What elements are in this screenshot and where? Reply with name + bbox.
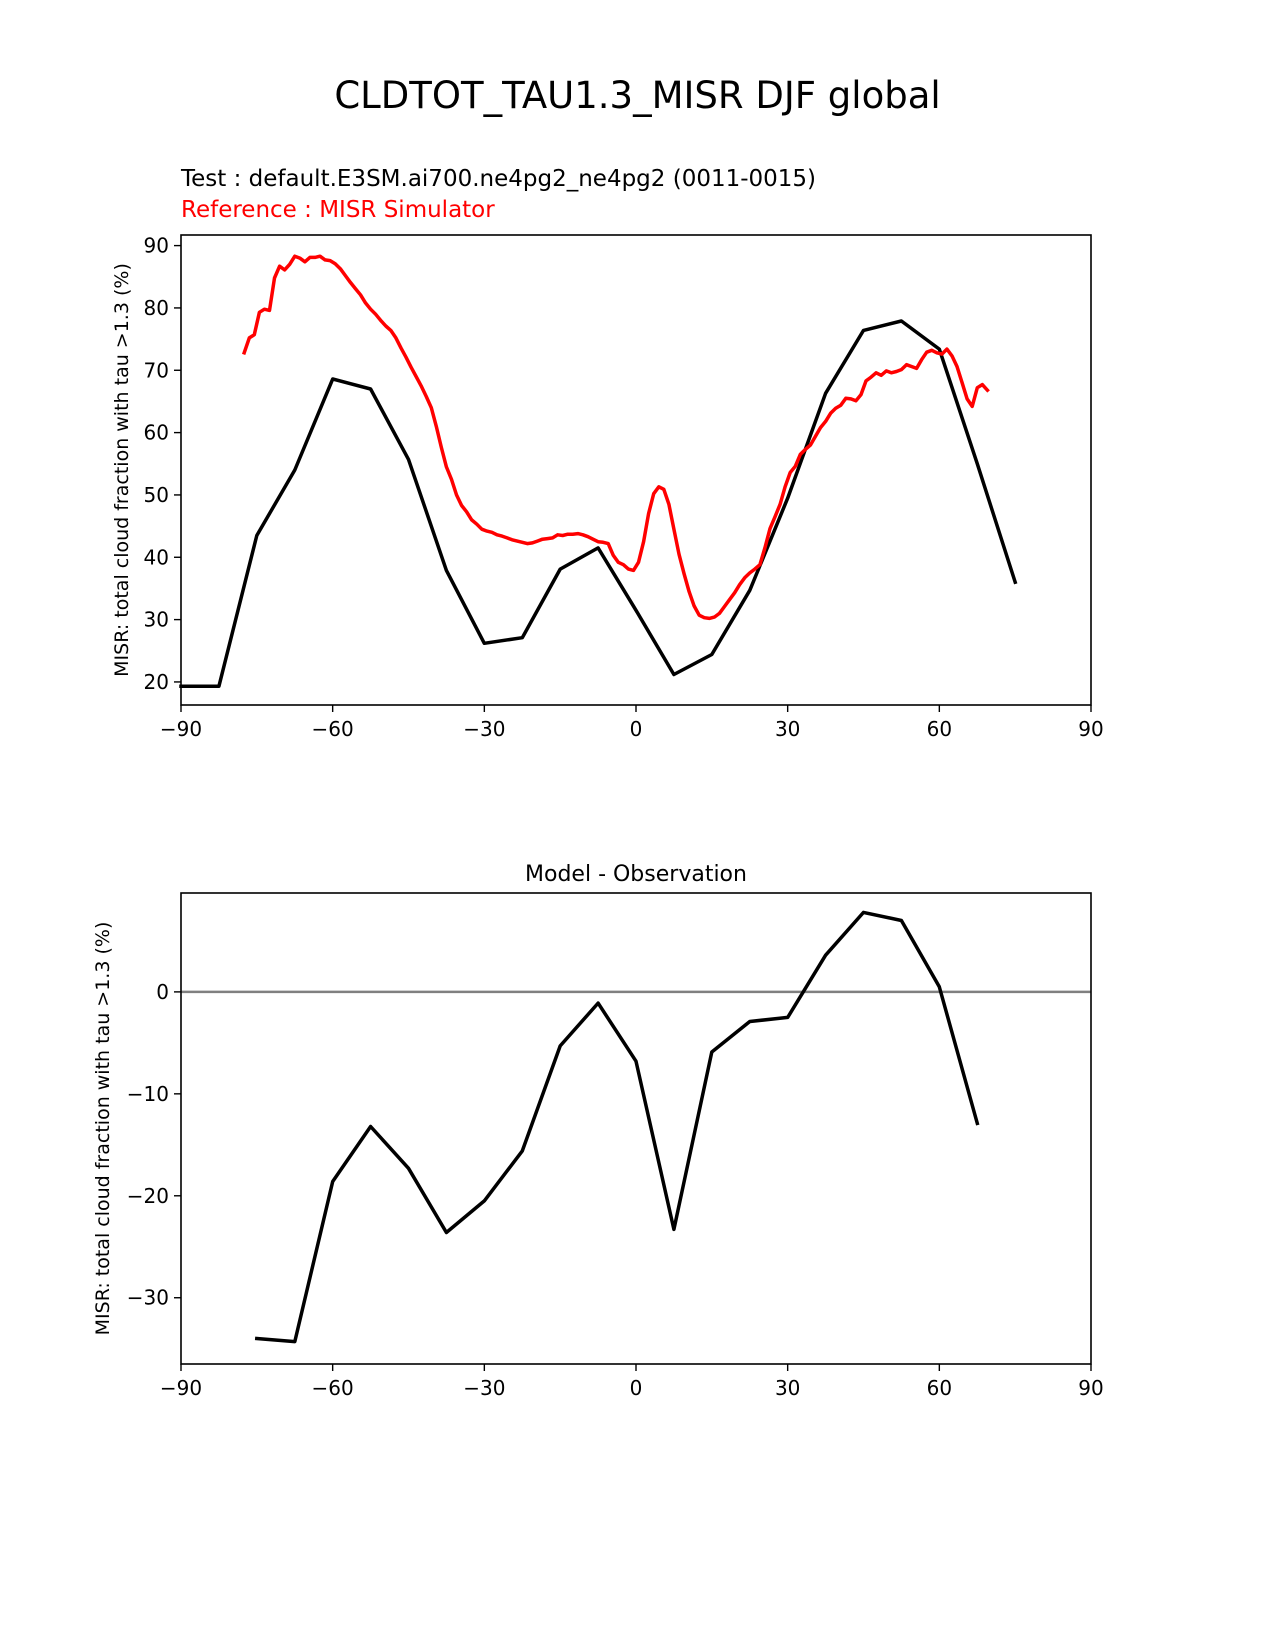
x-tick-label: −60 xyxy=(312,717,354,741)
y-tick-label: 30 xyxy=(144,608,169,632)
y-axis-label: MISR: total cloud fraction with tau >1.3… xyxy=(92,922,114,1336)
y-tick-label: 70 xyxy=(144,358,169,382)
y-tick-label: 20 xyxy=(144,670,169,694)
x-tick-label: −30 xyxy=(463,1376,505,1400)
panel-title: Model - Observation xyxy=(525,862,747,887)
x-tick-label: 30 xyxy=(775,717,800,741)
x-tick-label: 0 xyxy=(630,1376,643,1400)
y-tick-label: 40 xyxy=(144,545,169,569)
x-tick-label: 0 xyxy=(630,717,643,741)
reference-title: Reference : MISR Simulator xyxy=(181,197,495,223)
plot-frame xyxy=(180,234,1092,706)
y-tick-label: 50 xyxy=(144,483,169,507)
x-tick-label: −90 xyxy=(160,1376,202,1400)
x-tick-label: −60 xyxy=(312,1376,354,1400)
x-tick-label: 60 xyxy=(927,1376,952,1400)
y-tick-label: −30 xyxy=(127,1286,169,1310)
y-tick-label: 60 xyxy=(144,421,169,445)
test-series-line xyxy=(179,319,1018,689)
plot-frame xyxy=(180,892,1092,1365)
x-tick-label: −90 xyxy=(160,717,202,741)
y-tick-label: 80 xyxy=(144,296,169,320)
y-tick-label: −10 xyxy=(127,1082,169,1106)
x-tick-label: 90 xyxy=(1078,1376,1103,1400)
y-tick-label: −20 xyxy=(127,1184,169,1208)
x-tick-label: 90 xyxy=(1078,717,1103,741)
x-tick-label: 30 xyxy=(775,1376,800,1400)
reference-series-line xyxy=(241,254,990,621)
y-tick-label: 0 xyxy=(156,980,169,1004)
x-tick-label: −30 xyxy=(463,717,505,741)
figure-title: CLDTOT_TAU1.3_MISR DJF global xyxy=(334,74,941,117)
x-tick-label: 60 xyxy=(927,717,952,741)
difference-series-line xyxy=(254,910,980,1344)
y-tick-label: 90 xyxy=(144,234,169,258)
test-title: Test : default.E3SM.ai700.ne4pg2_ne4pg2 … xyxy=(181,166,817,192)
y-axis-label: MISR: total cloud fraction with tau >1.3… xyxy=(111,263,133,677)
